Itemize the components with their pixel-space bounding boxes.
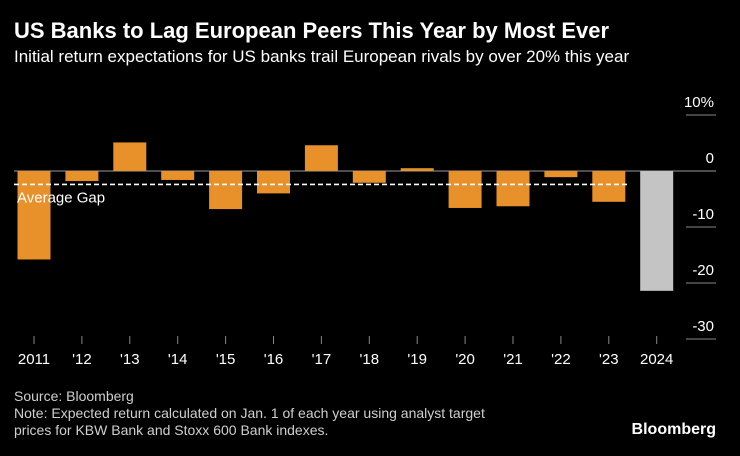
bar-17 — [304, 145, 338, 171]
bar-2011 — [17, 171, 51, 260]
x-tick-label: '12 — [72, 351, 92, 368]
x-tick-label: 2011 — [18, 351, 50, 368]
x-tick-label: '14 — [168, 351, 188, 368]
x-tick-label: 2024 — [640, 351, 673, 368]
x-tick-label: '18 — [360, 351, 380, 368]
y-tick-label: -30 — [692, 318, 714, 335]
x-tick-label: '23 — [599, 351, 619, 368]
y-tick-label: 0 — [706, 150, 714, 167]
x-tick-label: '16 — [264, 351, 284, 368]
bar-20 — [448, 171, 482, 208]
x-tick-label: '15 — [216, 351, 236, 368]
bar-16 — [257, 171, 290, 194]
bar-18 — [352, 171, 386, 183]
y-tick-label: -20 — [692, 262, 714, 279]
y-tick-label: -10 — [692, 206, 714, 223]
chart-subtitle: Initial return expectations for US banks… — [14, 47, 630, 66]
chart-title: US Banks to Lag European Peers This Year… — [14, 18, 610, 43]
methodology-note-line-2: prices for KBW Bank and Stoxx 600 Bank i… — [14, 422, 329, 438]
bloomberg-logo: Bloomberg — [631, 421, 716, 438]
bar-23 — [592, 171, 626, 202]
average-gap-label: Average Gap — [17, 189, 105, 206]
x-tick-label: '19 — [407, 351, 427, 368]
bar-14 — [161, 171, 195, 180]
methodology-note-line-1: Note: Expected return calculated on Jan.… — [14, 405, 485, 421]
bar-15 — [209, 171, 243, 210]
chart-footer: Source: Bloomberg Note: Expected return … — [14, 388, 485, 439]
bar-22 — [544, 171, 578, 178]
x-tick-label: '22 — [551, 351, 571, 368]
bar-21 — [496, 171, 530, 207]
bar-19 — [400, 168, 434, 171]
x-tick-label: '21 — [503, 351, 523, 368]
x-tick-label: '13 — [120, 351, 140, 368]
x-tick-label: '20 — [455, 351, 475, 368]
bar-12 — [65, 171, 99, 182]
source-note: Source: Bloomberg — [14, 388, 134, 404]
bar-2024 — [640, 171, 674, 291]
bar-13 — [113, 142, 147, 171]
y-tick-label: 10% — [684, 94, 714, 111]
x-tick-label: '17 — [312, 351, 332, 368]
